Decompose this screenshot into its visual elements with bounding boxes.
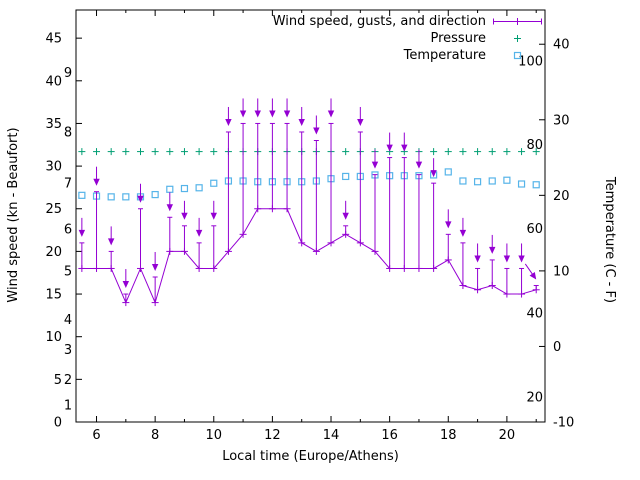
- svg-text:7: 7: [64, 177, 72, 192]
- svg-text:5: 5: [54, 373, 62, 388]
- svg-text:100: 100: [518, 54, 543, 69]
- svg-text:25: 25: [45, 202, 62, 217]
- svg-text:0: 0: [54, 416, 62, 431]
- svg-text:10: 10: [553, 264, 570, 279]
- svg-text:35: 35: [45, 117, 62, 132]
- svg-text:10: 10: [45, 330, 62, 345]
- x-axis-title: Local time (Europe/Athens): [222, 449, 399, 464]
- svg-text:14: 14: [323, 428, 340, 443]
- legend-label-wind: Wind speed, gusts, and direction: [272, 14, 486, 29]
- svg-text:3: 3: [64, 343, 72, 358]
- svg-text:10: 10: [205, 428, 222, 443]
- y-axis-right-title: Temperature (C - F): [602, 176, 617, 304]
- svg-text:1: 1: [64, 398, 72, 413]
- legend-label-pressure: Pressure: [430, 31, 486, 46]
- svg-text:30: 30: [45, 160, 62, 175]
- svg-text:-10: -10: [553, 416, 574, 431]
- svg-text:5: 5: [64, 265, 72, 280]
- svg-text:0: 0: [553, 340, 561, 355]
- svg-text:40: 40: [526, 307, 543, 322]
- svg-text:45: 45: [45, 32, 62, 47]
- svg-text:6: 6: [64, 223, 72, 238]
- svg-text:18: 18: [440, 428, 457, 443]
- svg-text:20: 20: [526, 391, 543, 406]
- svg-text:15: 15: [45, 288, 62, 303]
- svg-text:20: 20: [553, 189, 570, 204]
- svg-text:80: 80: [526, 138, 543, 153]
- svg-text:8: 8: [64, 125, 72, 140]
- svg-text:9: 9: [64, 66, 72, 81]
- svg-text:40: 40: [553, 38, 570, 53]
- svg-text:16: 16: [381, 428, 398, 443]
- svg-text:20: 20: [45, 245, 62, 260]
- svg-text:60: 60: [526, 222, 543, 237]
- svg-text:40: 40: [45, 74, 62, 89]
- svg-text:8: 8: [151, 428, 159, 443]
- svg-text:30: 30: [553, 113, 570, 128]
- svg-text:12: 12: [264, 428, 281, 443]
- svg-text:20: 20: [499, 428, 516, 443]
- legend-label-temperature: Temperature: [403, 48, 486, 63]
- y-axis-left-title: Wind speed (kn - Beaufort): [6, 127, 21, 303]
- svg-text:4: 4: [64, 313, 72, 328]
- svg-text:6: 6: [92, 428, 100, 443]
- svg-text:2: 2: [64, 373, 72, 388]
